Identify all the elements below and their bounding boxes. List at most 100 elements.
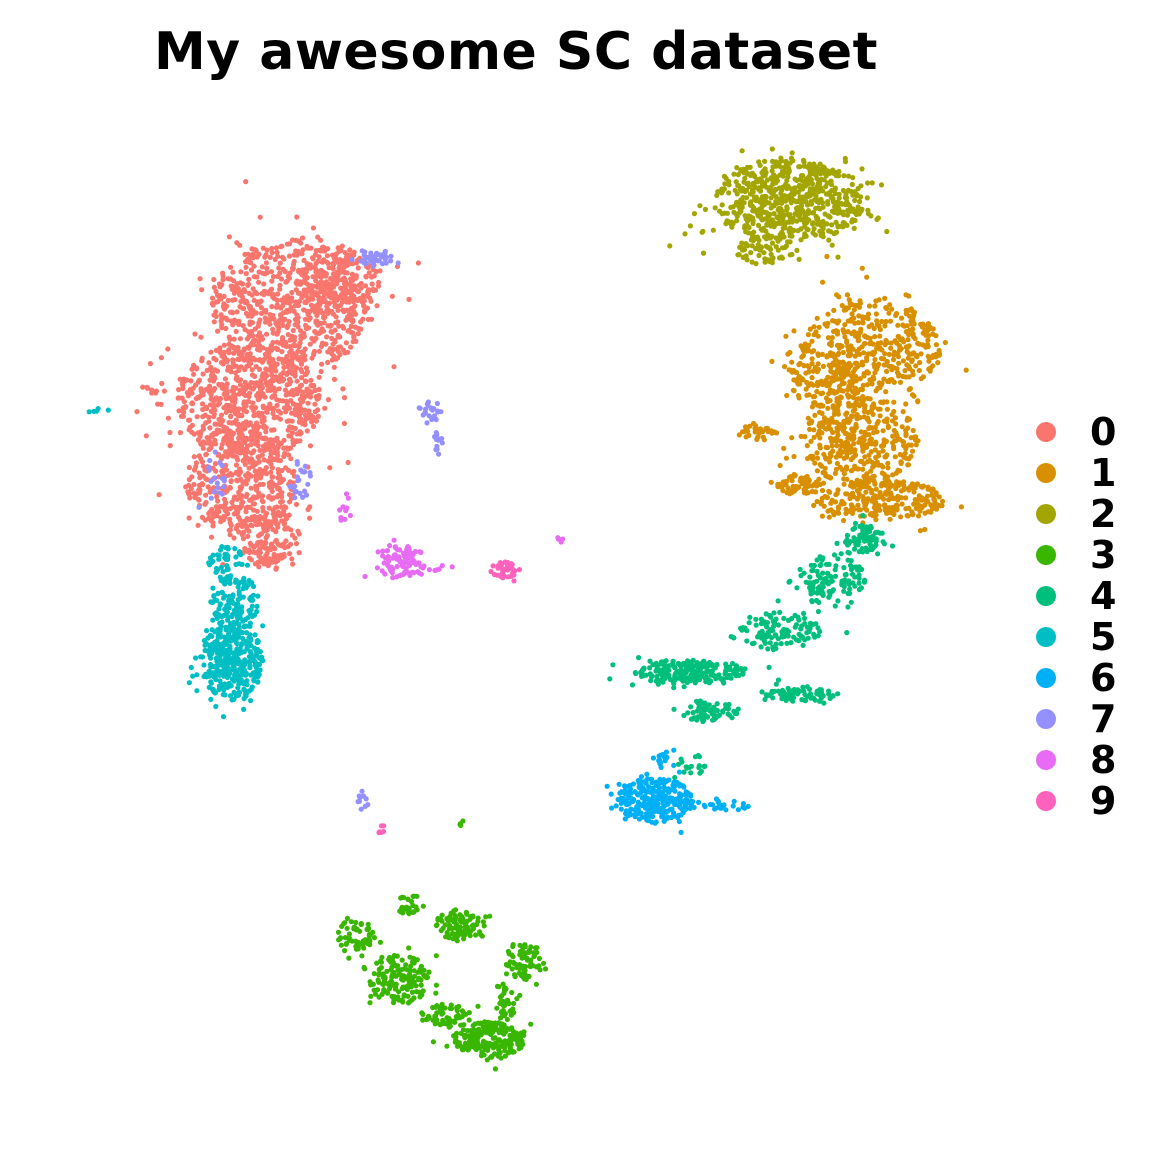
cell-point <box>863 502 869 508</box>
cell-point <box>516 1041 522 1047</box>
cell-point <box>874 429 880 435</box>
cell-point <box>740 254 746 260</box>
cell-point <box>270 358 276 365</box>
cell-point <box>782 193 788 199</box>
cell-point <box>779 229 785 236</box>
cell-point <box>785 239 791 245</box>
cell-point <box>820 480 827 486</box>
cell-point <box>276 487 283 493</box>
cell-point <box>792 189 798 195</box>
cell-point <box>534 945 540 951</box>
cell-point <box>835 487 841 493</box>
cell-point <box>259 435 265 441</box>
cell-point <box>849 480 856 486</box>
cell-point <box>180 413 186 419</box>
cell-point <box>236 492 242 498</box>
cell-point <box>406 296 412 302</box>
cell-point <box>866 432 872 438</box>
cell-point <box>496 1050 502 1056</box>
cell-point <box>213 421 219 427</box>
cell-point <box>847 208 853 214</box>
cell-point <box>196 482 202 488</box>
cell-point <box>310 225 316 231</box>
cell-point <box>326 291 332 297</box>
cell-point <box>249 292 255 298</box>
cell-point <box>207 425 213 431</box>
cell-point <box>249 372 256 378</box>
cell-point <box>263 521 269 527</box>
cell-point <box>697 203 703 209</box>
cell-point <box>380 971 386 977</box>
cell-point <box>376 994 382 1000</box>
cell-point <box>829 222 835 228</box>
cell-point <box>881 356 887 362</box>
cell-point <box>700 250 707 256</box>
cell-point <box>167 443 173 449</box>
cell-point <box>274 339 280 345</box>
cell-point <box>195 437 201 443</box>
cell-point <box>875 340 881 346</box>
cell-point <box>884 406 891 412</box>
cell-point <box>682 231 688 237</box>
cell-point <box>439 912 445 918</box>
cell-point <box>180 405 186 411</box>
cell-point <box>782 198 789 204</box>
cell-point <box>741 200 747 206</box>
cell-point <box>891 379 897 385</box>
cell-point <box>871 497 877 503</box>
cell-point <box>805 415 811 421</box>
cell-point <box>256 338 262 344</box>
cell-point <box>832 169 838 175</box>
cell-point <box>831 411 838 417</box>
cell-point <box>796 256 802 262</box>
cell-point <box>884 416 890 422</box>
cell-point <box>828 342 834 348</box>
cluster-0-points <box>134 179 421 572</box>
cell-point <box>244 443 251 449</box>
cell-point <box>891 352 897 358</box>
cell-point <box>248 380 254 386</box>
cell-point <box>847 379 853 385</box>
cell-point <box>337 935 344 941</box>
cell-point <box>900 409 906 415</box>
cell-point <box>509 966 515 972</box>
cell-point <box>208 349 214 355</box>
cell-point <box>779 200 785 206</box>
cell-point <box>263 425 269 431</box>
cell-point <box>910 427 916 434</box>
cell-point <box>316 254 322 260</box>
cell-point <box>846 297 852 303</box>
cell-point <box>883 491 890 497</box>
cell-point <box>270 326 276 332</box>
cell-point <box>316 282 322 288</box>
cell-point <box>320 244 326 250</box>
cell-point <box>922 526 928 533</box>
cell-point <box>209 506 215 513</box>
cell-point <box>318 343 325 349</box>
cell-point <box>224 403 230 410</box>
cell-point <box>915 438 921 444</box>
cell-point <box>859 265 865 271</box>
cell-point <box>824 180 830 186</box>
cell-point <box>233 526 239 532</box>
cell-point <box>290 437 296 443</box>
cell-point <box>350 317 356 323</box>
cell-point <box>237 517 243 523</box>
cell-point <box>254 274 260 280</box>
cell-point <box>211 411 217 417</box>
cell-point <box>886 505 893 511</box>
cell-point <box>380 981 386 987</box>
cell-point <box>475 1020 481 1026</box>
cell-point <box>888 340 894 346</box>
cell-point <box>378 965 384 971</box>
cell-point <box>457 917 463 923</box>
cell-point <box>248 522 254 528</box>
cell-point <box>165 346 171 352</box>
cell-point <box>253 310 259 316</box>
cell-point <box>235 427 241 433</box>
cell-point <box>841 328 847 334</box>
cell-point <box>289 532 295 538</box>
cell-point <box>844 195 850 201</box>
cell-point <box>264 382 270 388</box>
cell-point <box>804 443 810 449</box>
